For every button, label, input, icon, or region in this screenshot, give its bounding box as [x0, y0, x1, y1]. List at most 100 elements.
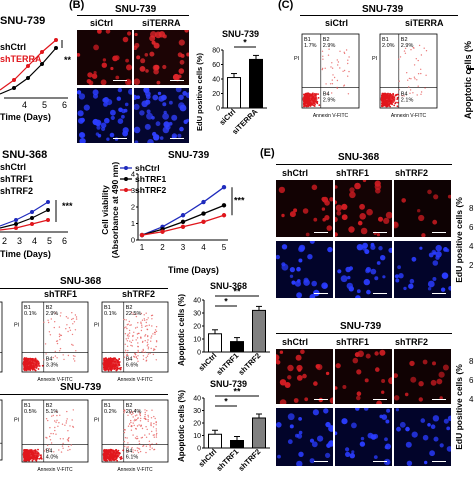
cell-nucleus [276, 254, 280, 260]
flow-event [59, 350, 61, 352]
flow-event [71, 318, 73, 321]
flow-event [417, 73, 420, 75]
cell-nucleus [134, 126, 141, 134]
flow-event [132, 451, 134, 453]
panel-e-side-tick-b6: 6 [469, 376, 474, 385]
flow-event [137, 322, 139, 324]
flow-event [65, 316, 68, 318]
cell-nucleus [446, 426, 451, 431]
flow-event [150, 347, 152, 350]
flow-event [56, 414, 58, 417]
flow-event [147, 346, 150, 348]
flow-event [72, 323, 74, 325]
flow-event [305, 105, 308, 108]
panel-c-side-label-text: Apoptotic cells (% [463, 41, 473, 119]
cell-nucleus [149, 51, 155, 57]
flow-event [147, 353, 150, 355]
flow-event [388, 104, 390, 107]
cell-nucleus [383, 458, 391, 466]
flow-event [37, 368, 40, 370]
flow-event [127, 425, 130, 427]
flow-q1-value: 2.0% [382, 43, 395, 49]
flow-event [45, 448, 47, 451]
y-tick-label: 40 [212, 77, 220, 84]
flow-event [148, 443, 151, 446]
flow-event [125, 319, 127, 321]
flow-event [141, 350, 143, 353]
cell-nucleus [140, 58, 146, 64]
panel-e-col-trf1-2: shTRF1 [336, 337, 370, 347]
flow-event [45, 353, 47, 355]
flow-q4-value: 2.9% [323, 97, 336, 103]
flow-event [424, 87, 426, 89]
cell-nucleus [438, 371, 445, 378]
cell-nucleus [134, 103, 140, 110]
flow-event [147, 419, 149, 421]
flow-event [397, 101, 399, 104]
flow-event [136, 358, 139, 360]
panel-e-side-tick-b8: 8 [469, 357, 474, 366]
cell-nucleus [79, 132, 85, 138]
cell-nucleus [443, 418, 449, 424]
flow-event [65, 420, 68, 422]
y-tick-label: 20 [193, 324, 201, 331]
flow-q2-value: 5.1% [46, 409, 59, 415]
flow-event [62, 354, 64, 356]
flow-event [136, 326, 138, 328]
flow-event [133, 355, 135, 358]
flow-event [404, 47, 407, 50]
cell-nucleus [279, 379, 287, 386]
flow-event [144, 334, 147, 336]
flow-event [395, 101, 397, 104]
flow-event [33, 368, 36, 371]
growth-368-tick-6: 6 [62, 236, 68, 246]
flow-event [324, 67, 326, 69]
panel-b-col-ctrl: siCtrl [90, 18, 114, 28]
flow-event [137, 360, 139, 362]
flow-event [152, 426, 155, 428]
cell-nucleus [422, 359, 428, 365]
flow-event [125, 354, 128, 356]
panel-b-dapi-terra-image [134, 88, 189, 143]
flow-event [51, 415, 53, 417]
cell-nucleus [302, 373, 307, 379]
flow-event [141, 326, 143, 328]
flow-event [142, 358, 145, 360]
flow-event [132, 422, 134, 424]
flow-event [131, 411, 134, 413]
panel-b-ylabel: EdU positive cells (%) [195, 53, 204, 131]
cell-nucleus [152, 94, 159, 101]
panel-c-letter: (C) [278, 0, 294, 11]
flow-q4-label: B4 [126, 356, 133, 362]
flow-q2-label: B2 [323, 37, 330, 43]
panel-a-tick-5: 5 [42, 100, 48, 110]
viability-739-ylabel-2: (Absorbance at 490 nm) [110, 162, 120, 259]
bar-shTRF1 [230, 440, 244, 449]
flow-event [147, 420, 149, 422]
flow-event [103, 357, 105, 360]
flow-event [409, 92, 411, 94]
flow-event [53, 326, 55, 329]
flow-event [110, 459, 112, 462]
flow-event [137, 355, 139, 357]
cell-nucleus [359, 441, 366, 447]
cell-nucleus [87, 72, 93, 78]
panel-e-divider-top [276, 164, 452, 165]
cell-nucleus [384, 437, 388, 442]
x-tick-label: 2 [160, 243, 165, 252]
flow-event [62, 438, 64, 440]
x-tick-label: shTRF2 [237, 447, 263, 473]
cell-nucleus [79, 138, 86, 143]
y-tick-label: 80 [212, 48, 220, 55]
flow-event [131, 413, 133, 416]
flow-q2-value: 2.9% [401, 43, 414, 49]
flow-event [73, 321, 76, 323]
flow-event [141, 436, 144, 439]
flow-event [147, 343, 149, 346]
flow-event [41, 364, 44, 367]
flow-event [144, 409, 146, 411]
cell-nucleus [321, 282, 328, 289]
flow-event [152, 349, 155, 351]
flow-event [45, 436, 47, 439]
cell-nucleus [134, 94, 138, 100]
